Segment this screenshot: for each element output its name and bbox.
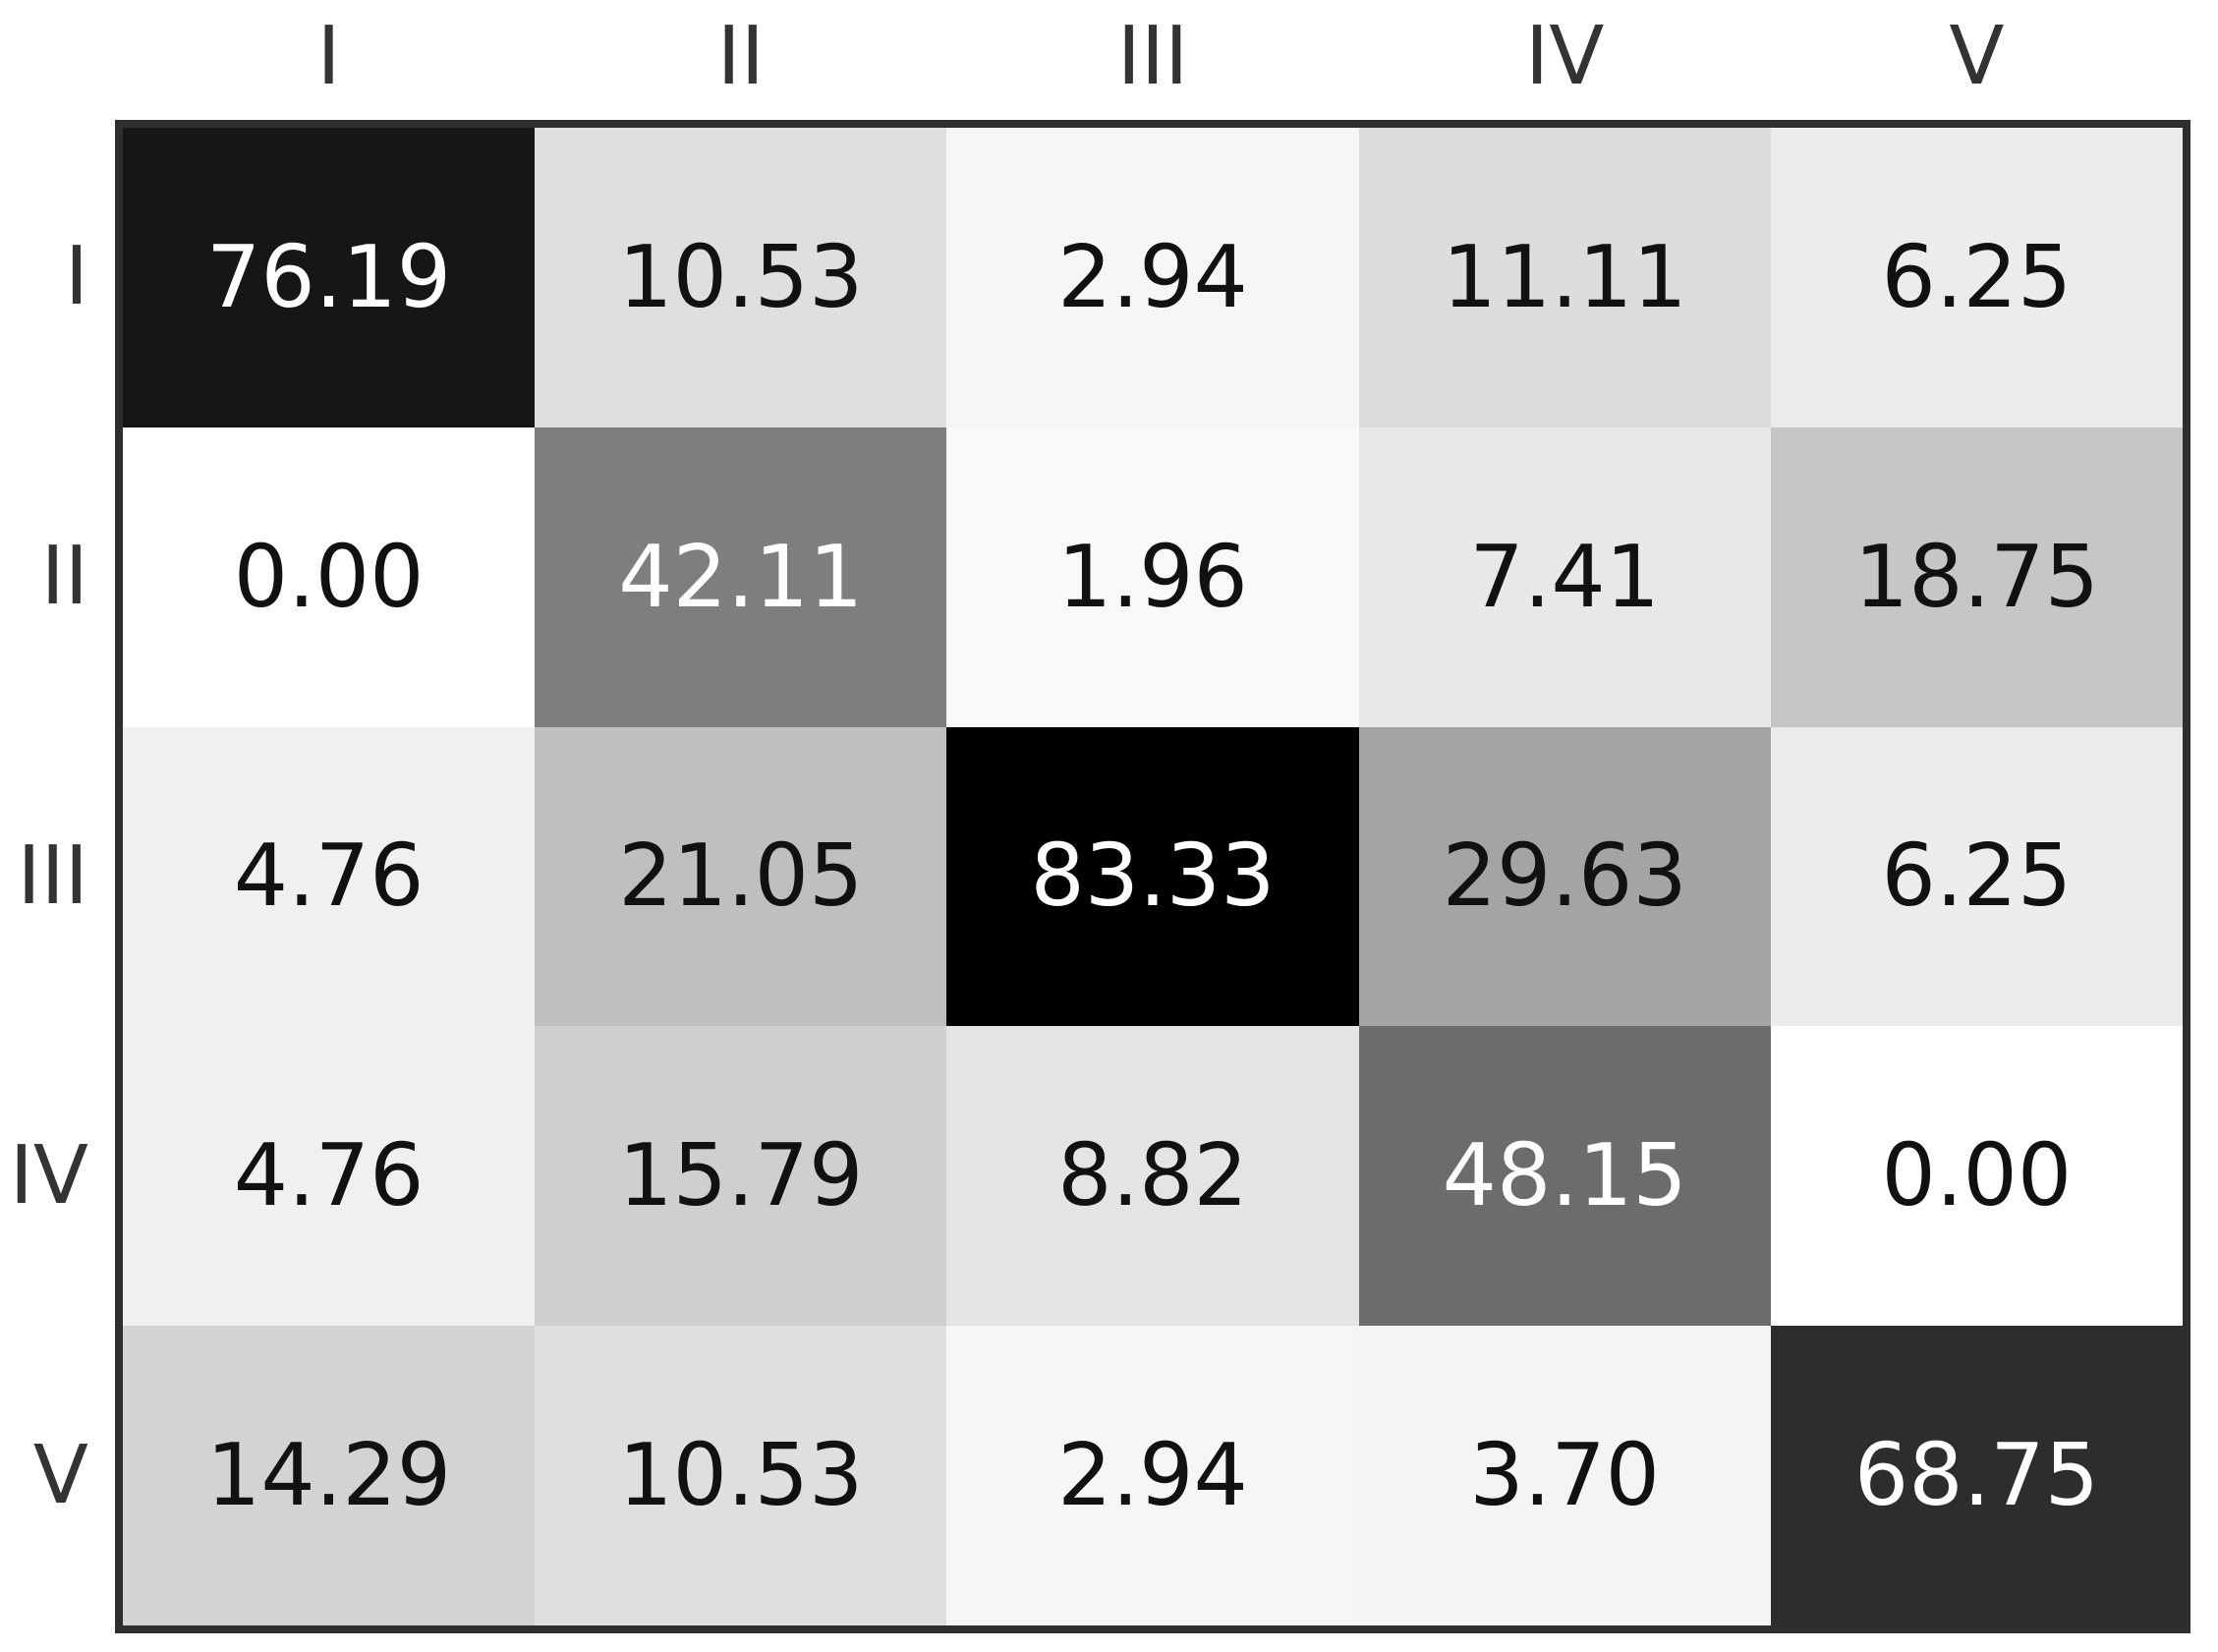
heatmap-cell-value: 4.76 [233, 826, 425, 927]
heatmap-cell-III-IV: 29.63 [1358, 726, 1771, 1027]
y-axis-label-3: III [17, 828, 88, 923]
heatmap-cell-III-III: 83.33 [946, 726, 1359, 1027]
heatmap-cell-II-III: 1.96 [946, 427, 1359, 727]
y-axis-label-4: IV [9, 1128, 88, 1223]
heatmap-cell-value: 2.94 [1057, 1425, 1248, 1526]
y-axis-labels: I II III IV V [0, 128, 102, 1625]
heatmap-cell-III-I: 4.76 [123, 726, 536, 1027]
heatmap-cell-value: 68.75 [1853, 1425, 2099, 1526]
heatmap-cell-IV-V: 0.00 [1770, 1026, 2183, 1327]
heatmap-cell-value: 6.25 [1881, 826, 2073, 927]
heatmap-cell-value: 11.11 [1442, 226, 1687, 327]
heatmap-cell-value: 2.94 [1057, 226, 1248, 327]
heatmap-cell-V-V: 68.75 [1770, 1326, 2183, 1625]
heatmap-cell-value: 21.05 [618, 826, 864, 927]
heatmap-cell-value: 0.00 [233, 526, 425, 627]
heatmap-cell-value: 7.41 [1469, 526, 1661, 627]
heatmap-cell-II-I: 0.00 [123, 427, 536, 727]
heatmap-cell-IV-IV: 48.15 [1358, 1026, 1771, 1327]
heatmap-cell-I-I: 76.19 [123, 128, 536, 427]
x-axis-label-4: IV [1525, 10, 1605, 103]
heatmap-cell-V-I: 14.29 [123, 1326, 536, 1625]
heatmap-cell-I-V: 6.25 [1770, 128, 2183, 427]
heatmap-cell-V-III: 2.94 [946, 1326, 1359, 1625]
x-axis-label-3: III [1116, 10, 1189, 103]
heatmap-cell-value: 8.82 [1057, 1125, 1248, 1226]
x-axis-label-2: II [716, 10, 765, 103]
heatmap-cell-III-II: 21.05 [535, 726, 947, 1027]
heatmap-cell-IV-III: 8.82 [946, 1026, 1359, 1327]
heatmap-cell-value: 48.15 [1442, 1125, 1687, 1226]
heatmap-cell-I-II: 10.53 [535, 128, 947, 427]
heatmap-cell-value: 14.29 [206, 1425, 452, 1526]
heatmap-cell-value: 10.53 [618, 226, 864, 327]
heatmap-cell-value: 18.75 [1853, 526, 2099, 627]
heatmap-cell-value: 76.19 [206, 226, 452, 327]
x-axis-label-1: I [316, 10, 341, 103]
heatmap-cell-I-III: 2.94 [946, 128, 1359, 427]
heatmap-cell-I-IV: 11.11 [1358, 128, 1771, 427]
heatmap-cell-IV-II: 15.79 [535, 1026, 947, 1327]
y-axis-label-2: II [40, 530, 88, 624]
x-axis-labels: I II III IV V [123, 14, 2183, 100]
x-axis-label-5: V [1949, 10, 2005, 103]
heatmap-cell-II-V: 18.75 [1770, 427, 2183, 727]
heatmap-cell-value: 4.76 [233, 1125, 425, 1226]
heatmap-cell-IV-I: 4.76 [123, 1026, 536, 1327]
y-axis-label-1: I [64, 230, 88, 324]
heatmap-cell-value: 3.70 [1469, 1425, 1661, 1526]
y-axis-label-5: V [32, 1428, 88, 1522]
heatmap-cell-value: 83.33 [1030, 826, 1276, 927]
heatmap-cell-value: 1.96 [1057, 526, 1248, 627]
heatmap-cell-value: 42.11 [618, 526, 864, 627]
heatmap-cell-II-II: 42.11 [535, 427, 947, 727]
heatmap-cell-value: 10.53 [618, 1425, 864, 1526]
heatmap-cell-value: 15.79 [618, 1125, 864, 1226]
heatmap-cell-value: 0.00 [1881, 1125, 2073, 1226]
heatmap-cell-V-II: 10.53 [535, 1326, 947, 1625]
heatmap-cell-V-IV: 3.70 [1358, 1326, 1771, 1625]
heatmap-cell-II-IV: 7.41 [1358, 427, 1771, 727]
heatmap-grid: 76.19 10.53 2.94 11.11 6.25 0.00 42.11 1.96 7.41… [115, 120, 2190, 1633]
heatmap-cell-value: 6.25 [1881, 226, 2073, 327]
heatmap-cell-III-V: 6.25 [1770, 726, 2183, 1027]
heatmap-cell-value: 29.63 [1442, 826, 1687, 927]
